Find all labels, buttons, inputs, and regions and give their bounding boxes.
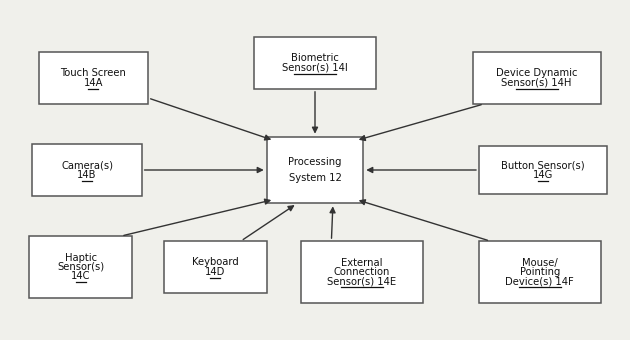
- Text: Connection: Connection: [334, 267, 390, 277]
- Bar: [479, 146, 607, 194]
- Bar: [266, 137, 364, 203]
- Bar: [38, 52, 148, 104]
- Text: Biometric: Biometric: [291, 53, 339, 63]
- Text: Camera(s): Camera(s): [61, 160, 113, 170]
- Text: Pointing: Pointing: [520, 267, 560, 277]
- Text: 14D: 14D: [205, 267, 226, 277]
- Bar: [472, 52, 600, 104]
- Text: Device Dynamic: Device Dynamic: [496, 68, 578, 78]
- Text: External: External: [341, 258, 382, 268]
- Text: 14G: 14G: [533, 170, 553, 180]
- Bar: [301, 241, 423, 303]
- Text: Sensor(s) 14I: Sensor(s) 14I: [282, 63, 348, 73]
- Text: 14B: 14B: [77, 170, 97, 180]
- Text: Touch Screen: Touch Screen: [60, 68, 126, 78]
- Text: 14A: 14A: [84, 78, 103, 88]
- Text: Sensor(s): Sensor(s): [57, 262, 105, 272]
- Text: Device(s) 14F: Device(s) 14F: [505, 276, 574, 286]
- Bar: [254, 37, 376, 89]
- Text: Sensor(s) 14H: Sensor(s) 14H: [501, 78, 572, 88]
- Text: Button Sensor(s): Button Sensor(s): [501, 160, 585, 170]
- Bar: [164, 241, 266, 293]
- Text: Haptic: Haptic: [65, 253, 97, 262]
- Bar: [32, 144, 142, 196]
- Text: System 12: System 12: [289, 173, 341, 183]
- Text: Processing: Processing: [289, 157, 341, 167]
- Bar: [30, 236, 132, 298]
- Text: Keyboard: Keyboard: [192, 257, 239, 267]
- Text: 14C: 14C: [71, 271, 91, 282]
- Text: Mouse/: Mouse/: [522, 258, 558, 268]
- Bar: [479, 241, 600, 303]
- Text: Sensor(s) 14E: Sensor(s) 14E: [327, 276, 396, 286]
